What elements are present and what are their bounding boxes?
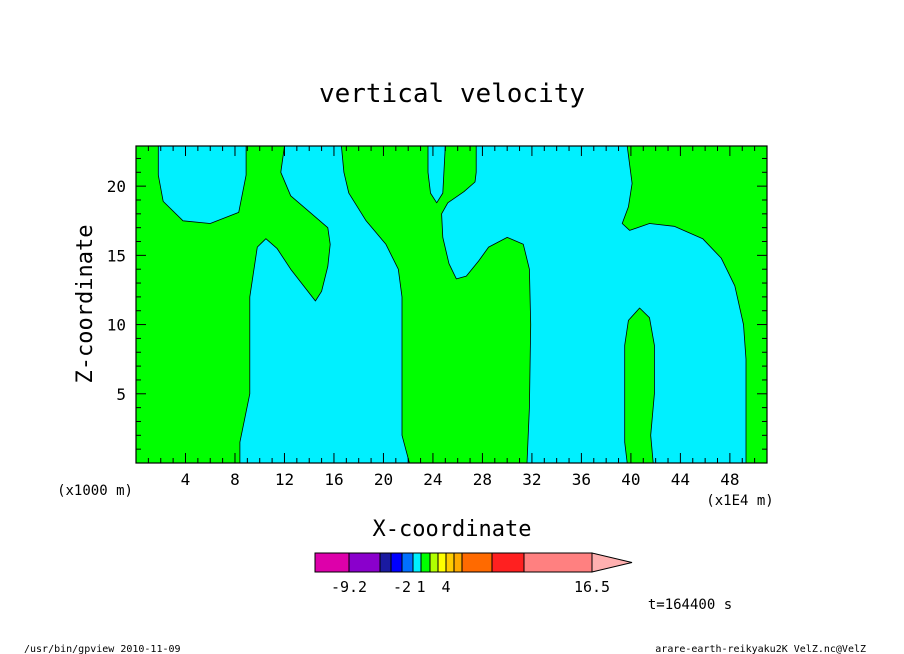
contour-regions — [157, 145, 747, 464]
colorbar-segment — [390, 552, 403, 573]
y-axis-label: Z-coordinate — [73, 225, 98, 384]
colorbar-segment — [401, 552, 414, 573]
x-unit-right: (x1E4 m) — [706, 493, 773, 509]
x-tick-label: 8 — [230, 470, 240, 489]
chart-title: vertical velocity — [319, 79, 585, 109]
x-unit-left: (x1000 m) — [57, 483, 133, 499]
y-tick-label: 15 — [107, 246, 126, 265]
colorbar-segment — [453, 552, 463, 573]
x-tick-label: 36 — [572, 470, 591, 489]
colorbar-tick-label: 1 — [416, 578, 425, 596]
colorbar-tick-label: 4 — [441, 578, 450, 596]
y-tick-label: 10 — [107, 316, 126, 335]
colorbar-tick-label: -9.2 — [331, 578, 367, 596]
colorbar-segment — [523, 552, 593, 573]
y-tick-label: 20 — [107, 177, 126, 196]
colorbar-segment — [412, 552, 422, 573]
colorbar-tick-label: -2 — [393, 578, 411, 596]
x-tick-label: 24 — [423, 470, 442, 489]
colorbar-segment — [420, 552, 431, 573]
neg-region-2 — [239, 145, 410, 464]
x-axis-label: X-coordinate — [373, 517, 532, 542]
x-tick-label: 32 — [522, 470, 541, 489]
x-tick-label: 48 — [720, 470, 739, 489]
colorbar-segment — [461, 552, 493, 573]
colorbar-segment — [437, 552, 447, 573]
x-tick-label: 4 — [181, 470, 191, 489]
colorbar-segment — [379, 552, 392, 573]
neg-region-1 — [157, 145, 247, 224]
plot-frame — [135, 145, 768, 464]
x-tick-label: 16 — [324, 470, 343, 489]
colorbar-segment — [445, 552, 455, 573]
colorbar-segment — [348, 552, 381, 573]
colorbar-segment — [314, 552, 350, 573]
x-tick-label: 28 — [473, 470, 492, 489]
file-info: arare-earth-reikyaku2K_VelZ.nc@VelZ — [655, 644, 866, 654]
y-tick-label: 5 — [116, 385, 126, 404]
neg-region-4 — [441, 145, 747, 464]
colorbar: -9.2 -2 1 4 16.5 — [314, 552, 633, 596]
program-info: /usr/bin/gpview 2010-11-09 — [24, 644, 181, 654]
colorbar-segment — [429, 552, 439, 573]
x-tick-label: 12 — [275, 470, 294, 489]
x-tick-label: 40 — [621, 470, 640, 489]
x-tick-label: 44 — [671, 470, 690, 489]
x-tick-label: 20 — [374, 470, 393, 489]
time-label: t=164400 s — [648, 597, 732, 613]
colorbar-overflow-arrow — [591, 552, 633, 573]
colorbar-segment — [491, 552, 525, 573]
colorbar-tick-label: 16.5 — [574, 578, 610, 596]
